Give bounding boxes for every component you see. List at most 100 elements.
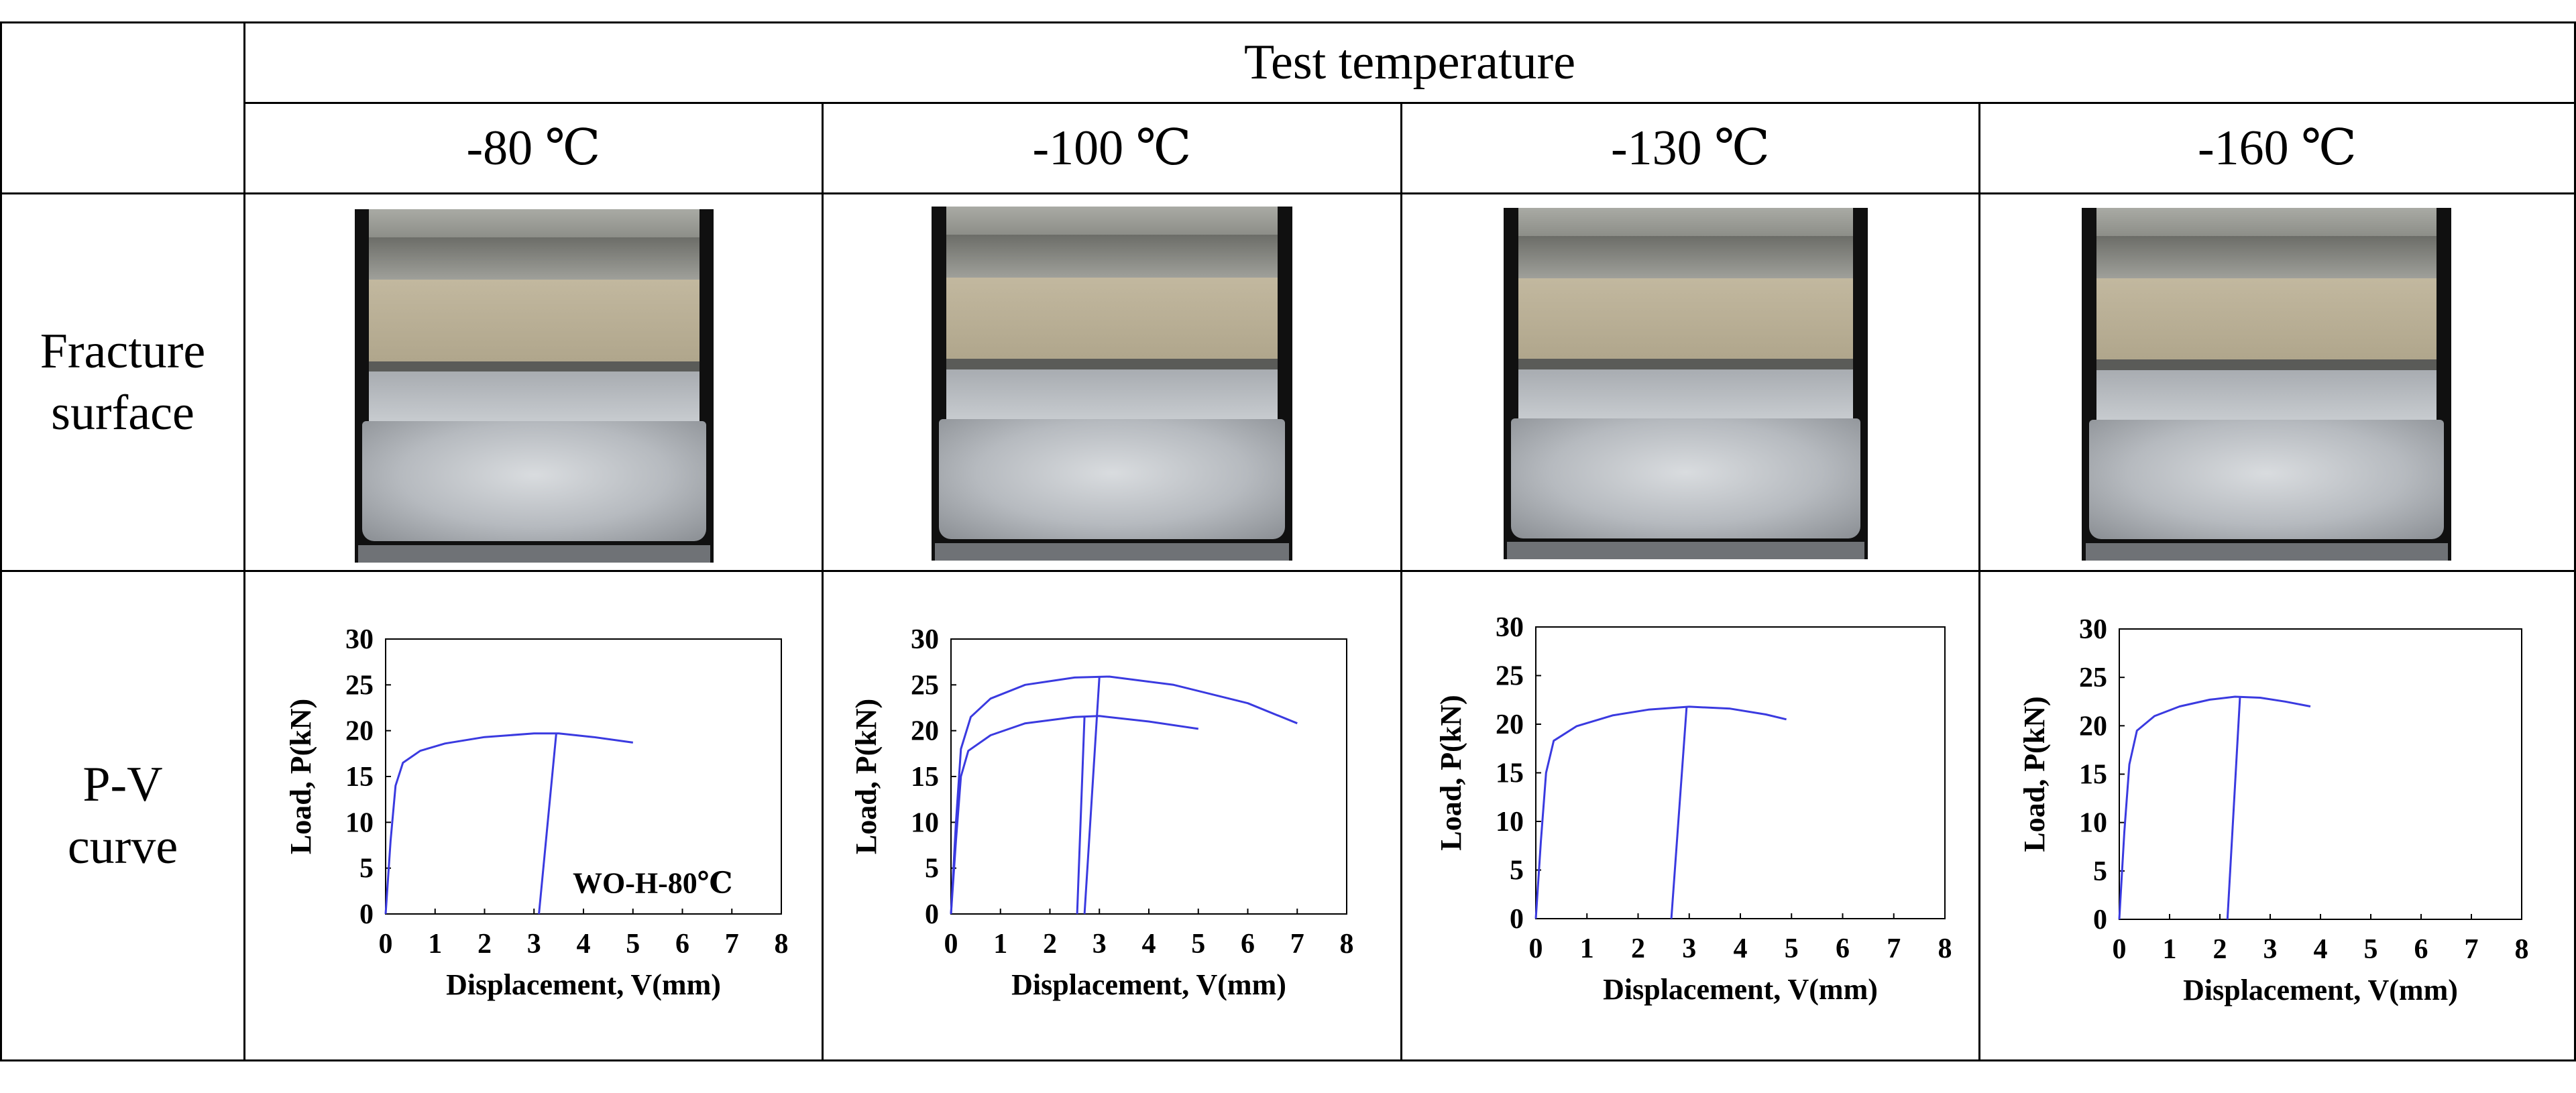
x-tick-label: 3 [2263,934,2278,965]
row-header-pv-curve: P-V curve [67,757,178,874]
y-tick-label: 10 [911,807,939,838]
fracture-surface-photo [2082,208,2451,561]
y-tick-label: 5 [2093,856,2107,887]
x-axis-label: Displacement, V(mm) [1603,973,1878,1006]
series-line [950,715,1199,915]
plot-frame [950,638,1347,915]
x-tick-label: 1 [2163,934,2177,965]
x-tick-label: 5 [1191,929,1205,960]
y-tick-label: 5 [925,854,939,884]
pv-chart: 0 5 10 15 20 25 30 0 1 2 3 4 5 6 7 8 Displacement, V(mm)… [255,607,811,1033]
x-tick-label: 0 [1529,933,1543,964]
y-tick-label: 5 [1510,856,1524,886]
y-tick-label: 10 [2079,808,2107,839]
y-tick-label: 20 [1496,709,1524,740]
x-tick-label: 7 [1887,933,1901,964]
x-tick-label: 5 [1785,933,1799,964]
series-line [1670,706,1688,919]
y-tick-label: 10 [345,807,374,838]
x-axis-label: Displacement, V(mm) [2183,974,2458,1006]
x-tick-label: 4 [2314,934,2328,965]
y-tick-label: 15 [345,762,374,793]
x-tick-label: 0 [944,929,958,960]
pv-chart: 0 5 10 15 20 25 30 0 1 2 3 4 5 6 7 8 Displacement, V(mm)… [832,607,1392,1033]
x-tick-label: 6 [2414,934,2428,965]
header-test-temperature: Test temperature [1243,35,1576,91]
plot-frame [1535,626,1946,919]
series-line [950,675,1298,915]
y-tick-label: 15 [1496,758,1524,789]
y-tick-label: 15 [2079,760,2107,791]
y-tick-label: 0 [2093,905,2107,935]
y-tick-label: 30 [1496,612,1524,643]
y-tick-label: 10 [1496,807,1524,838]
table-rule-col3 [1978,102,1980,1061]
x-tick-label: 3 [1682,933,1696,964]
table-rule-rowhead [243,21,245,1061]
x-tick-label: 2 [1631,933,1645,964]
series-line [1076,715,1086,915]
y-axis-label: Load, P(kN) [2018,696,2051,852]
y-tick-label: 25 [1496,661,1524,692]
x-tick-label: 8 [1340,929,1354,960]
column-header-minus-80: -80 ℃ [466,120,601,176]
y-axis-label: Load, P(kN) [1435,695,1467,850]
x-tick-label: 8 [775,929,789,960]
column-header-minus-100: -100 ℃ [1032,120,1192,176]
column-header-minus-160: -160 ℃ [2198,120,2357,176]
x-tick-label: 2 [478,929,492,960]
y-tick-label: 20 [2079,711,2107,742]
y-tick-label: 20 [345,716,374,747]
x-tick-label: 1 [1580,933,1594,964]
table-border-left [0,21,2,1061]
y-tick-label: 25 [2079,663,2107,693]
pv-chart: 0 5 10 15 20 25 30 0 1 2 3 4 5 6 7 8 Displacement, V(mm)… [1408,607,1972,1033]
y-tick-label: 15 [911,762,939,793]
y-axis-label: Load, P(kN) [284,699,317,854]
y-tick-label: 20 [911,716,939,747]
x-tick-label: 8 [2515,934,2529,965]
y-tick-label: 0 [925,899,939,930]
table-rule-col1 [822,102,824,1061]
table-rule-photos [0,570,2576,572]
y-tick-label: 25 [911,670,939,701]
pv-chart: 0 5 10 15 20 25 30 0 1 2 3 4 5 6 7 8 Displacement, V(mm)… [1985,607,2562,1033]
series-line [538,733,557,915]
y-tick-label: 30 [2079,614,2107,645]
table-border-bottom [0,1059,2576,1061]
table-border-right [2574,21,2576,1061]
fracture-surface-photo [932,207,1292,561]
y-tick-label: 30 [345,624,374,655]
x-tick-label: 1 [428,929,442,960]
y-tick-label: 0 [1510,904,1524,935]
chart-annotation: WO-H-80℃ [573,867,732,900]
x-tick-label: 5 [626,929,640,960]
y-axis-label: Load, P(kN) [850,699,883,854]
series-line [1083,676,1101,915]
fracture-surface-photo [1504,208,1868,559]
x-tick-label: 2 [1043,929,1057,960]
x-tick-label: 3 [1093,929,1107,960]
x-tick-label: 0 [2113,934,2127,965]
x-tick-label: 7 [725,929,739,960]
series-line [2226,696,2241,920]
series-line [2118,695,2311,920]
x-axis-label: Displacement, V(mm) [446,968,721,1001]
x-tick-label: 4 [1142,929,1156,960]
x-tick-label: 6 [1241,929,1255,960]
plot-frame [2119,628,2522,920]
x-tick-label: 0 [379,929,393,960]
row-header-fracture-surface: Fracture surface [40,323,206,441]
series-line [1534,705,1787,919]
table-rule-header [243,102,2576,104]
y-tick-label: 25 [345,670,374,701]
x-tick-label: 2 [2213,934,2227,965]
y-tick-label: 0 [359,899,374,930]
x-tick-label: 8 [1938,933,1952,964]
x-tick-label: 4 [577,929,591,960]
series-line [384,732,634,915]
x-tick-label: 6 [675,929,689,960]
x-tick-label: 6 [1836,933,1850,964]
y-tick-label: 5 [359,854,374,884]
